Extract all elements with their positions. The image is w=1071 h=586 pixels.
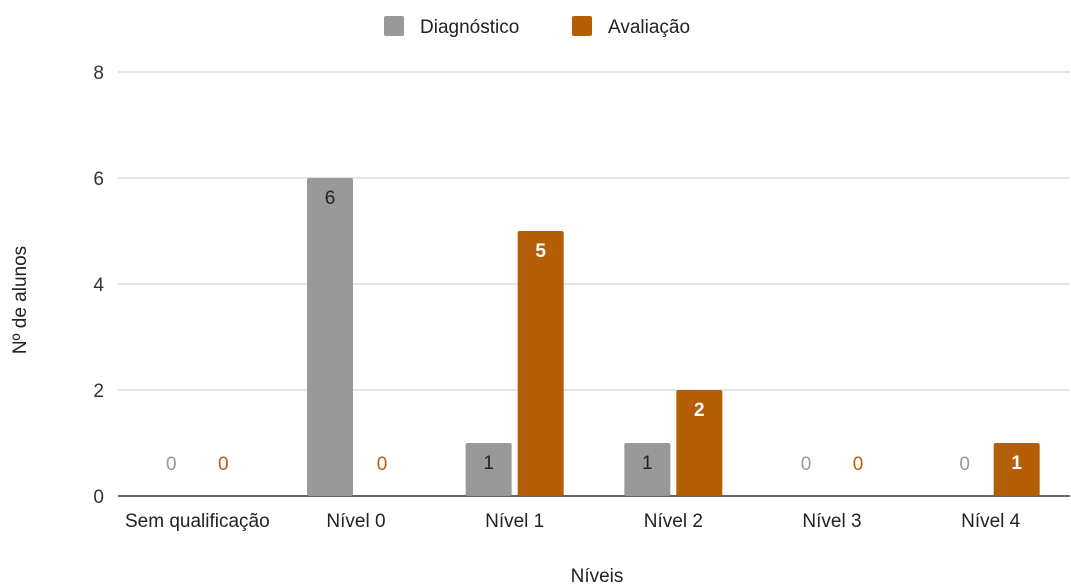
bar-value-label: 6 (325, 188, 336, 209)
y-tick-label: 2 (93, 381, 104, 402)
y-axis-title: Nº de alunos (10, 246, 31, 354)
bar-value-label: 0 (801, 454, 812, 475)
y-tick-label: 0 (93, 487, 104, 508)
bar-diagnostico (624, 443, 671, 496)
bar-value-label: 2 (694, 400, 705, 421)
bars (307, 178, 1040, 496)
y-tick-label: 6 (93, 169, 104, 190)
bar-value-label: 5 (535, 241, 546, 262)
gridlines (118, 71, 1070, 497)
bar-diagnostico (307, 178, 353, 496)
y-tick-label: 8 (93, 63, 104, 84)
legend-item-diagnostico: Diagnóstico (384, 16, 519, 38)
bar-value-label: 1 (1011, 453, 1022, 474)
legend-swatch (384, 16, 404, 36)
bar-value-label: 0 (853, 454, 864, 475)
bar-avaliacao (517, 231, 564, 496)
legend-swatch (572, 16, 592, 36)
x-tick-label: Nível 3 (802, 511, 861, 532)
y-tick-label: 4 (93, 275, 104, 296)
legend-label: Avaliação (608, 17, 690, 38)
bar-value-label: 0 (959, 454, 970, 475)
legend: Diagnóstico Avaliação (384, 16, 690, 38)
x-tick-label: Nível 0 (326, 511, 385, 532)
bar-avaliacao (993, 443, 1040, 496)
x-axis-title: Níveis (571, 566, 624, 586)
x-axis-ticks: Sem qualificação Nível 0 Nível 1 Nível 2 Nív… (125, 511, 1021, 532)
bar-value-label: 1 (483, 453, 494, 474)
x-tick-label: Sem qualificação (125, 511, 270, 532)
bar-avaliacao (676, 390, 723, 496)
x-tick-label: Nível 2 (644, 511, 703, 532)
bar-value-label: 0 (377, 454, 388, 475)
legend-label: Diagnóstico (420, 17, 519, 38)
bar-value-label: 0 (218, 454, 229, 475)
y-axis-ticks: 0 2 4 6 8 (93, 63, 104, 508)
bar-value-label: 1 (642, 453, 653, 474)
x-tick-label: Nível 1 (485, 511, 544, 532)
bar-diagnostico (465, 443, 512, 496)
bar-labels: 0 0 6 0 1 5 1 2 0 0 0 1 (166, 188, 1022, 475)
x-tick-label: Nível 4 (961, 511, 1021, 532)
bar-value-label: 0 (166, 454, 177, 475)
legend-item-avaliacao: Avaliação (572, 16, 690, 38)
